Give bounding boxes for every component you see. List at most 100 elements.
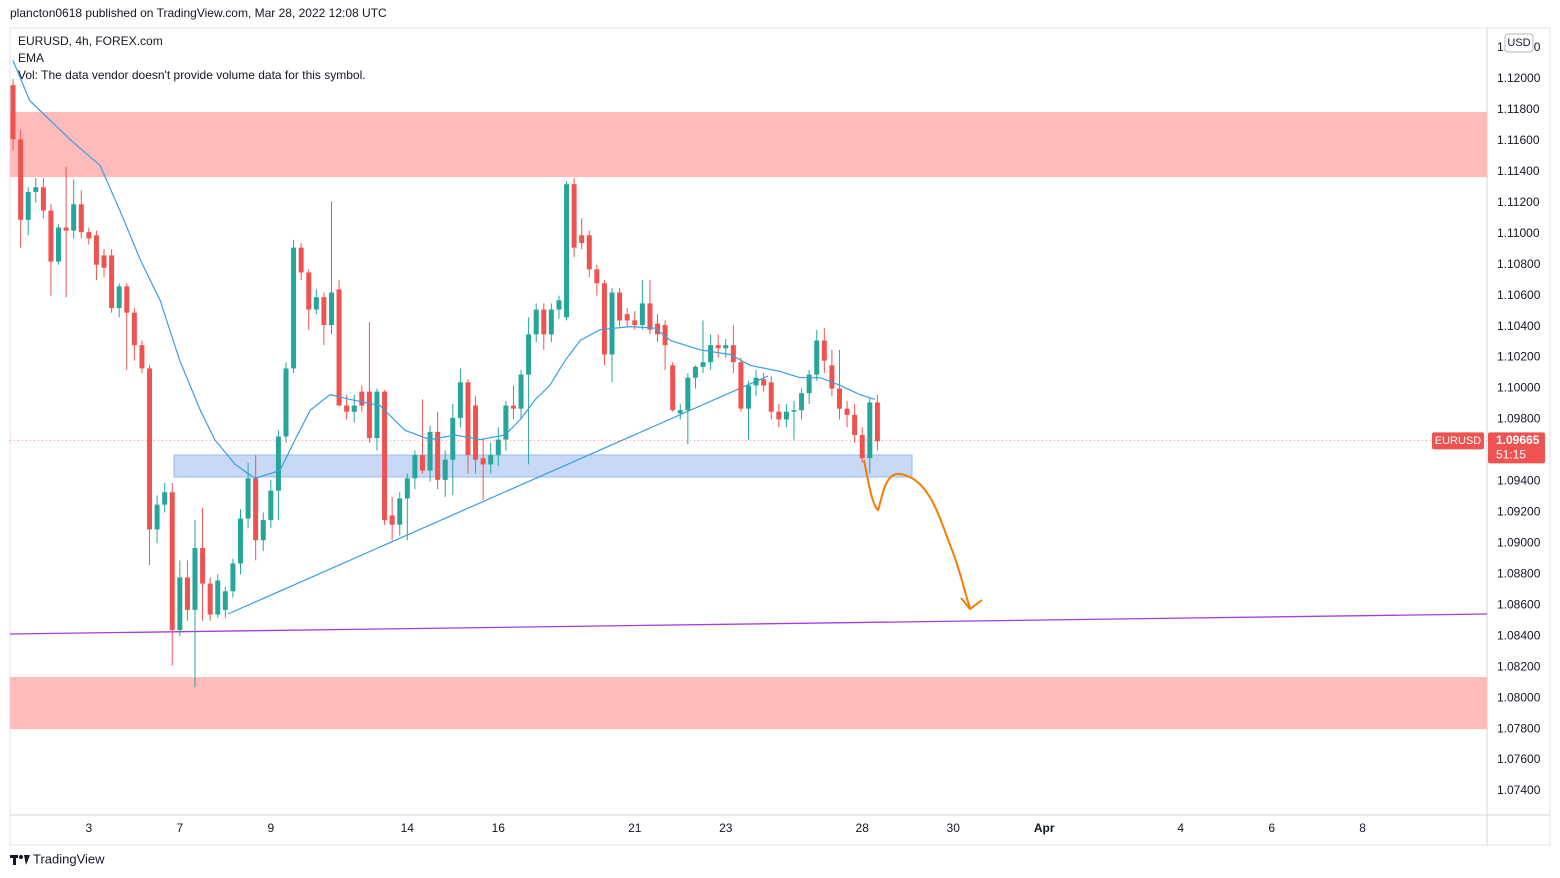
y-tick-label: 1.08800: [1497, 566, 1541, 580]
candle-body: [526, 334, 532, 375]
candle-body: [791, 410, 797, 412]
y-tick-label: 1.11400: [1497, 164, 1540, 178]
candle-body: [556, 300, 562, 310]
y-tick-label: 1.10600: [1497, 288, 1541, 302]
candle-body: [397, 498, 403, 525]
candle-body: [708, 345, 714, 363]
candle-body: [78, 204, 84, 233]
x-tick-label: Apr: [1034, 821, 1055, 835]
candle-body: [147, 368, 153, 530]
y-tick-label: 1.11200: [1497, 195, 1540, 209]
candle-body: [624, 314, 630, 321]
candle-body: [579, 235, 585, 244]
candle-body: [473, 405, 479, 460]
countdown-label: 51:15: [1496, 448, 1526, 462]
candle-body: [275, 436, 281, 491]
candle-body: [268, 490, 274, 521]
candle-body: [283, 368, 289, 437]
candle-body: [154, 504, 160, 530]
x-tick-label: 9: [267, 821, 274, 835]
axes: 1.07400 1.07600 1.07800 1.08000 1.08200 1.084…: [86, 40, 1545, 835]
candle-body: [594, 269, 600, 284]
candle-body: [116, 286, 122, 309]
arrow-head: [960, 597, 983, 611]
x-tick-label: 3: [86, 821, 93, 835]
candle-body: [617, 292, 623, 321]
candle-body: [852, 414, 858, 435]
candle-body: [510, 405, 516, 409]
ema-legend: EMA: [18, 51, 44, 65]
y-tick-label: 1.11000: [1497, 226, 1540, 240]
price-tag-label: 1.09665: [1496, 433, 1540, 447]
footer-brand: TradingView: [33, 851, 105, 866]
candle-body: [647, 303, 653, 330]
symbol-tag-label: EURUSD: [1435, 435, 1482, 447]
candle-body: [435, 431, 441, 480]
y-tick-label: 1.08600: [1497, 597, 1541, 611]
plot-area: [10, 60, 1487, 688]
candle-body: [260, 520, 266, 541]
candle-body: [419, 455, 425, 471]
candle-body: [829, 365, 835, 389]
candle-body: [291, 247, 297, 369]
ema-line: [12, 60, 876, 479]
currency-box[interactable]: [1504, 33, 1534, 53]
candle-body: [245, 478, 251, 519]
y-tick-label: 1.08200: [1497, 659, 1541, 673]
candle-body: [776, 411, 782, 420]
candle-body: [184, 577, 190, 610]
x-tick-label: 8: [1359, 821, 1366, 835]
candle-body: [86, 232, 92, 239]
candle-body: [783, 411, 789, 420]
x-tick-label: 21: [628, 821, 642, 835]
resistance-zone: [10, 112, 1487, 177]
candle-body: [768, 382, 774, 412]
candle-body: [237, 518, 243, 564]
candle-body: [177, 577, 183, 631]
candle-body: [450, 417, 456, 460]
price-tag: [1488, 432, 1545, 464]
candle-body: [298, 247, 304, 273]
x-tick-label: 30: [947, 821, 961, 835]
projection-arrow: [863, 459, 971, 609]
y-tick-label: 1.12000: [1497, 71, 1541, 85]
y-tick-label: 1.08400: [1497, 628, 1541, 642]
candle-body: [359, 391, 365, 406]
candle-body: [609, 292, 615, 355]
x-tick-label: 16: [492, 821, 506, 835]
candle-body: [18, 139, 24, 220]
candle-body: [814, 340, 820, 375]
candle-body: [655, 323, 661, 335]
x-tick-label: 23: [719, 821, 733, 835]
candle-body: [715, 345, 721, 349]
candle-body: [336, 289, 342, 406]
candle-body: [306, 272, 312, 310]
candle-body: [670, 365, 676, 411]
candle-body: [844, 408, 850, 415]
symbol-legend: EURUSD, 4h, FOREX.com: [18, 34, 163, 48]
y-tick-label: 1.10400: [1497, 319, 1541, 333]
y-tick-label: 1.10200: [1497, 350, 1541, 364]
candle-body: [548, 309, 554, 335]
candle-body: [799, 393, 805, 411]
trend-line: [227, 375, 769, 615]
demand-zone: [173, 454, 913, 478]
volume-note: Vol: The data vendor doesn't provide vol…: [18, 68, 366, 82]
candle-body: [412, 455, 418, 479]
x-tick-label: 4: [1177, 821, 1184, 835]
candle-body: [730, 345, 736, 363]
currency-label[interactable]: USD: [1507, 37, 1530, 49]
candle-body: [124, 286, 130, 313]
candle-body: [859, 434, 865, 459]
candle-body: [601, 283, 607, 355]
candle-body: [874, 402, 880, 442]
candle-body: [109, 255, 115, 309]
candle-body: [753, 377, 759, 386]
y-tick-label: 1.07400: [1497, 783, 1541, 797]
candle-body: [867, 402, 873, 459]
candle-body: [700, 362, 706, 367]
candle-body: [404, 478, 410, 499]
candle-body: [480, 458, 486, 465]
candle-body: [692, 366, 698, 378]
